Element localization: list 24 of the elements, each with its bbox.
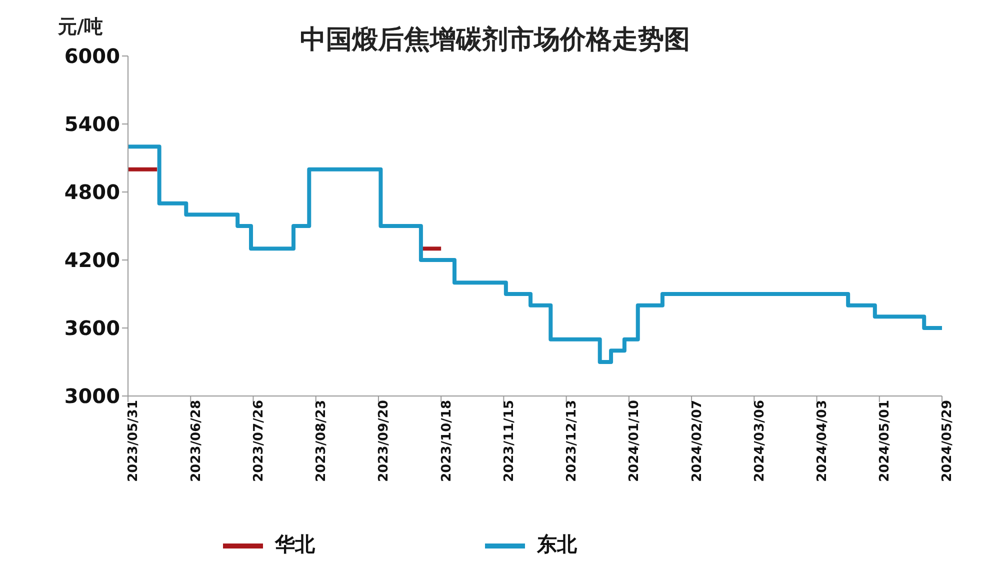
x-tick-label: 2023/08/23 [314,400,330,482]
legend-label: 华北 [275,532,315,556]
x-tick-label: 2024/03/06 [752,400,768,482]
x-tick-label: 2023/12/13 [564,400,580,482]
y-tick-label: 3600 [64,316,120,340]
x-tick-label: 2023/07/26 [251,400,266,482]
legend-label: 东北 [537,532,577,556]
y-axis-title: 元/吨 [58,15,103,40]
y-tick-label: 3000 [64,384,120,408]
x-tick-label: 2024/01/10 [627,400,642,482]
x-tick-label: 2023/09/20 [376,400,392,482]
x-tick-label: 2024/04/03 [815,400,830,482]
y-tick-label: 4800 [64,180,120,204]
y-tick-label: 4200 [64,248,120,272]
x-tick-label: 2024/05/29 [940,400,956,482]
y-tick-label: 6000 [64,44,120,68]
x-tick-label: 2023/10/18 [439,400,454,482]
x-tick-label: 2023/06/28 [188,400,204,482]
x-tick-label: 2024/02/07 [690,400,705,482]
y-tick-label: 5400 [64,112,120,136]
x-tick-label: 2024/05/01 [878,400,893,482]
x-tick-label: 2023/11/15 [502,400,517,482]
x-tick-label: 2023/05/31 [126,400,142,482]
chart-title: 中国煅后焦增碳剂市场价格走势图 [300,25,690,55]
